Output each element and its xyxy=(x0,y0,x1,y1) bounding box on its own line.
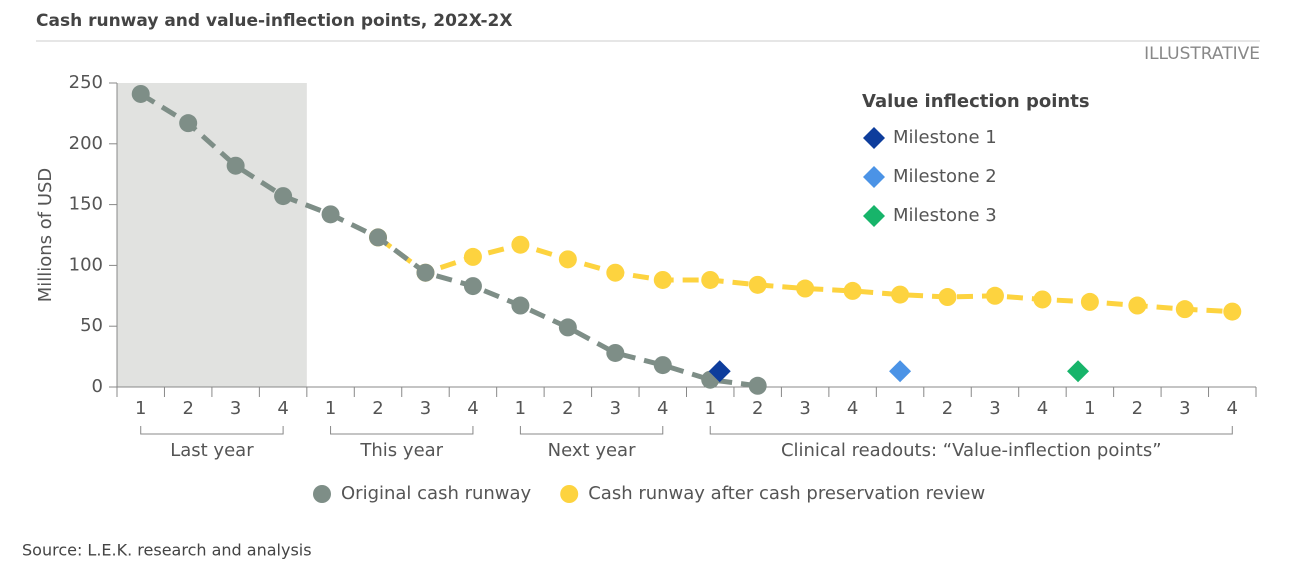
y-tick-label: 50 xyxy=(80,315,103,336)
x-tick-label: 1 xyxy=(135,398,146,419)
legend-label: Original cash runway xyxy=(341,483,532,504)
series-point xyxy=(748,275,767,294)
series-point xyxy=(463,247,482,266)
series-point xyxy=(843,281,862,300)
legend-label: Milestone 3 xyxy=(893,205,997,226)
x-tick-label: 1 xyxy=(705,398,716,419)
series-point xyxy=(1223,302,1242,321)
x-tick-label: 3 xyxy=(230,398,241,419)
series-point xyxy=(226,156,245,175)
group-bracket xyxy=(330,426,474,435)
legend-label: Milestone 1 xyxy=(893,127,997,148)
x-tick-label: 1 xyxy=(1084,398,1095,419)
series-point xyxy=(748,376,767,395)
x-tick-label: 2 xyxy=(562,398,573,419)
x-tick-label: 3 xyxy=(989,398,1000,419)
series-point xyxy=(321,205,340,224)
series-point xyxy=(606,263,625,282)
x-tick-label: 3 xyxy=(1179,398,1190,419)
series-point xyxy=(606,343,625,362)
milestone-marker xyxy=(1067,360,1090,383)
legend-swatch xyxy=(313,485,331,503)
x-tick-label: 2 xyxy=(372,398,383,419)
x-tick-label: 3 xyxy=(799,398,810,419)
legend-swatch xyxy=(863,166,885,188)
legend-label: Cash runway after cash preservation revi… xyxy=(588,483,985,504)
series-point xyxy=(985,286,1004,305)
series-point xyxy=(1033,290,1052,309)
series-point xyxy=(416,263,435,282)
series-point xyxy=(891,285,910,304)
series-point xyxy=(938,288,957,307)
group-bracket xyxy=(709,426,1233,435)
series-point xyxy=(131,84,150,103)
series-point xyxy=(558,318,577,337)
series-point xyxy=(796,279,815,298)
legend-label: Milestone 2 xyxy=(893,166,997,187)
x-tick-label: 4 xyxy=(657,398,668,419)
x-tick-label: 2 xyxy=(942,398,953,419)
group-label: Next year xyxy=(548,440,636,461)
x-tick-label: 1 xyxy=(894,398,905,419)
chart-title: Cash runway and value-inflection points,… xyxy=(36,11,512,31)
group-label: This year xyxy=(359,440,443,461)
x-tick-label: 4 xyxy=(467,398,478,419)
group-label: Clinical readouts: “Value-inflection poi… xyxy=(781,440,1162,461)
x-tick-label: 2 xyxy=(182,398,193,419)
group-bracket xyxy=(519,426,664,435)
x-tick-label: 3 xyxy=(420,398,431,419)
x-tick-label: 3 xyxy=(610,398,621,419)
x-tick-label: 4 xyxy=(1037,398,1048,419)
series-point xyxy=(369,228,388,247)
legend-swatch xyxy=(560,485,579,503)
group-label: Last year xyxy=(170,440,254,461)
legend-title: Value inflection points xyxy=(862,91,1090,112)
milestone-marker xyxy=(889,360,912,383)
series-point xyxy=(511,235,530,254)
series-point xyxy=(1175,300,1194,319)
series-point xyxy=(558,250,577,269)
shaded-region xyxy=(117,83,307,387)
series-point xyxy=(1128,296,1147,315)
legend-swatch xyxy=(863,127,885,149)
y-tick-label: 100 xyxy=(69,254,103,275)
series-point xyxy=(463,277,482,296)
x-tick-label: 4 xyxy=(277,398,288,419)
series-point xyxy=(1080,292,1099,311)
milestone-marker xyxy=(708,360,731,383)
y-tick-label: 200 xyxy=(69,133,103,154)
group-bracket xyxy=(140,426,284,435)
legend-swatch xyxy=(863,205,885,227)
y-axis-label: Millions of USD xyxy=(35,168,56,303)
y-tick-label: 150 xyxy=(69,194,103,215)
x-tick-label: 4 xyxy=(1227,398,1238,419)
note: ILLUSTRATIVE xyxy=(1144,44,1260,64)
source: Source: L.E.K. research and analysis xyxy=(22,541,312,560)
x-tick-label: 4 xyxy=(847,398,858,419)
x-tick-label: 2 xyxy=(752,398,763,419)
series-point xyxy=(274,187,293,206)
x-tick-label: 1 xyxy=(325,398,336,419)
y-tick-label: 250 xyxy=(69,72,103,93)
series-point xyxy=(653,356,672,375)
series-point xyxy=(179,114,198,133)
y-tick-label: 0 xyxy=(92,376,103,397)
series-point xyxy=(511,296,530,315)
x-tick-label: 2 xyxy=(1132,398,1143,419)
series-point xyxy=(701,270,720,289)
x-tick-label: 1 xyxy=(515,398,526,419)
series-line xyxy=(376,235,1233,315)
series-point xyxy=(653,270,672,289)
